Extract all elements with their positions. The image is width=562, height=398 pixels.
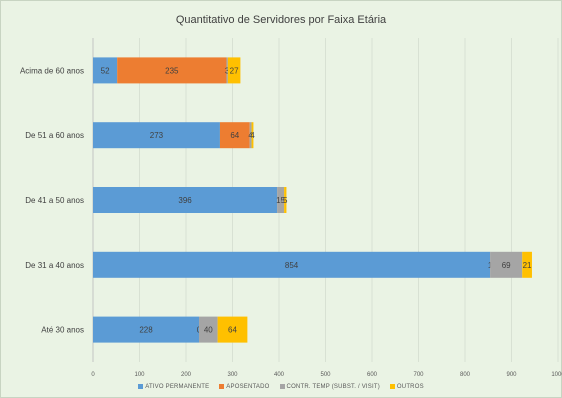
bar-segment [249,122,252,149]
x-tick-label: 700 [413,372,424,378]
x-tick-label: 300 [227,372,238,378]
legend-item: OUTROS [389,384,424,391]
data-label: 52 [101,66,110,75]
data-label: 4 [248,131,253,140]
bar-segment [219,122,250,149]
bar-segment [93,251,491,278]
legend-swatch [279,384,285,389]
bar-segment [284,187,287,213]
bar-segment [217,316,248,343]
category-label: De 41 a 50 anos [25,196,84,205]
legend-label: CONTR. TEMP (SUBST. / VISIT) [286,384,380,391]
data-label: 273 [150,131,164,140]
bar-segment [227,57,241,84]
legend-swatch [219,384,225,389]
x-tick-label: 800 [460,372,471,378]
category-label: Até 30 anos [41,326,84,335]
x-tick-label: 900 [506,372,517,378]
bar-segment [251,122,254,149]
x-tick-label: 100 [134,372,145,378]
data-label: 235 [165,66,179,75]
category-label: De 31 a 40 anos [25,261,84,270]
legend-item: ATIVO PERMANENTE [138,384,209,390]
data-label: 21 [523,261,532,270]
bar-segment [93,57,118,84]
data-label: 4 [250,131,255,140]
bar-segment [93,316,200,343]
data-label: 64 [228,326,237,335]
x-tick-label: 500 [320,372,331,378]
data-label: 228 [139,326,153,335]
legend-label: ATIVO PERMANENTE [145,384,210,391]
legend-label: OUTROS [396,384,424,391]
x-tick-label: 200 [181,372,192,378]
legend: ATIVO PERMANENTE APOSENTADO CONTR. TEMP (S… [0,384,562,390]
category-label: Acima de 60 anos [20,66,84,75]
data-label: 3 [225,66,230,75]
legend-item: CONTR. TEMP (SUBST. / VISIT) [279,384,380,391]
data-label: 69 [502,261,511,270]
chart-title: Quantitativo de Servidores por Faixa Etá… [175,14,387,26]
bar-segment [117,57,227,84]
data-label: 396 [178,196,192,205]
x-tick-label: 1000 [551,372,562,378]
bar-segment [199,316,218,343]
legend-item: APOSENTADO [219,384,269,390]
data-label: 27 [230,66,239,75]
x-tick-label: 0 [91,372,95,378]
x-tick-label: 400 [274,372,285,378]
bar-segment [93,122,220,149]
data-label: 5 [283,196,288,205]
category-label: De 51 a 60 anos [25,131,84,140]
x-tick-label: 600 [367,372,378,378]
data-label: 40 [204,326,213,335]
bar-segment [93,187,278,213]
legend-swatch [389,384,395,389]
bar-segment [490,251,523,278]
bar-segment [277,187,285,213]
bar-segment [226,57,228,84]
data-label: 854 [285,261,299,270]
data-label: 64 [230,131,239,140]
bar-segment [522,251,532,278]
legend-label: APOSENTADO [226,384,270,391]
data-label: 15 [276,196,285,205]
legend-swatch [138,384,144,389]
